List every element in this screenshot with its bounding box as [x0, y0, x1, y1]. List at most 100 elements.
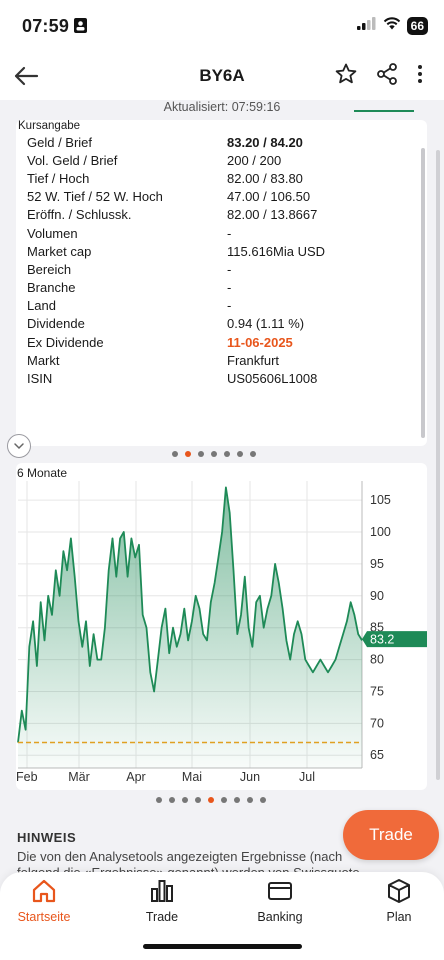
quote-row: Dividende 0.94 (1.11 %): [16, 315, 427, 333]
y-tick-label: 100: [370, 525, 391, 539]
quote-label: Market cap: [27, 243, 92, 259]
chart-card: 6 Monate 65 70 75 80 85 90 95 100 105 Feb Mär Apr Ma…: [16, 463, 427, 790]
price-area: [18, 487, 362, 768]
contact-icon: [74, 18, 87, 38]
signal-icon: [356, 17, 377, 35]
current-value-label: 83.2: [370, 633, 394, 647]
home-indicator: [143, 944, 302, 949]
x-tick-label: Apr: [126, 770, 145, 784]
quote-value: 82.00 / 83.80: [227, 170, 303, 186]
pager-dot[interactable]: [234, 797, 240, 803]
pager-dot[interactable]: [169, 797, 175, 803]
y-tick-label: 70: [370, 716, 384, 730]
disclaimer-title: HINWEIS: [17, 830, 77, 845]
quote-row: 52 W. Tief / 52 W. Hoch 47.00 / 106.50: [16, 188, 427, 206]
quote-row: Volumen -: [16, 224, 427, 242]
quote-value: -: [227, 261, 232, 277]
quote-value: US05606L1008: [227, 371, 318, 387]
quote-label: Ex Dividende: [27, 334, 104, 350]
x-tick-label: Jul: [299, 770, 315, 784]
x-tick-label: Jun: [240, 770, 260, 784]
quote-row: Market cap 115.616Mia USD: [16, 242, 427, 260]
trade-button[interactable]: Trade: [343, 810, 439, 860]
quote-row: Land -: [16, 297, 427, 315]
quote-label: Dividende: [27, 316, 85, 332]
y-tick-label: 105: [370, 493, 391, 507]
quote-table: Geld / Brief 83.20 / 84.20 Vol. Geld / Bri…: [16, 133, 427, 388]
pager-dot[interactable]: [208, 797, 214, 803]
quote-label: Geld / Brief: [27, 134, 93, 150]
quote-row: Vol. Geld / Brief 200 / 200: [16, 151, 427, 169]
tab-label: Trade: [145, 910, 179, 924]
status-bar: 07:59 66: [0, 0, 444, 52]
bar-chart-icon: [151, 880, 173, 902]
battery-indicator: 66: [406, 17, 428, 35]
pager-dot[interactable]: [156, 797, 162, 803]
tab-trade[interactable]: Trade: [122, 878, 202, 924]
quote-row: Geld / Brief 83.20 / 84.20: [16, 133, 427, 151]
pager-dot[interactable]: [247, 797, 253, 803]
card-icon: [268, 882, 292, 900]
quote-row: Branche -: [16, 279, 427, 297]
quote-label: ISIN: [27, 371, 53, 387]
tab-label: Plan: [386, 910, 412, 924]
tab-underline: [354, 110, 414, 112]
quote-label: Markt: [27, 352, 60, 368]
quote-value: -: [227, 280, 232, 296]
price-line: [17, 486, 363, 743]
x-tick-label: Mär: [68, 770, 90, 784]
pager-dot[interactable]: [211, 451, 217, 457]
star-icon[interactable]: [334, 62, 358, 86]
quote-row: Eröffn. / Schlussk. 82.00 / 13.8667: [16, 206, 427, 224]
current-value-marker: [362, 631, 427, 648]
page-scrollbar[interactable]: [436, 150, 440, 780]
quote-label: 52 W. Tief / 52 W. Hoch: [27, 189, 163, 205]
tab-label: Startseite: [17, 910, 71, 924]
card-scrollbar[interactable]: [421, 148, 425, 438]
y-tick-label: 65: [370, 748, 384, 762]
pager-dot[interactable]: [172, 451, 178, 457]
pager-dot[interactable]: [182, 797, 188, 803]
pager-dot[interactable]: [221, 797, 227, 803]
quote-value: -: [227, 225, 232, 241]
quote-value[interactable]: 11-06-2025: [227, 334, 293, 350]
quote-value: 82.00 / 13.8667: [227, 207, 318, 223]
quote-value: 0.94 (1.11 %): [227, 316, 305, 332]
pager-dot[interactable]: [237, 451, 243, 457]
pager-dot[interactable]: [250, 451, 256, 457]
page-title: BY6A: [199, 66, 245, 85]
more-vertical-icon[interactable]: [412, 62, 428, 86]
quote-value: 47.00 / 106.50: [227, 189, 311, 205]
quote-label: Vol. Geld / Brief: [27, 152, 118, 168]
quote-row: Bereich -: [16, 260, 427, 278]
pager-dot[interactable]: [195, 797, 201, 803]
x-tick-label: Mai: [182, 770, 202, 784]
back-arrow-icon[interactable]: [12, 62, 40, 90]
y-tick-label: 90: [370, 589, 384, 603]
quote-label: Volumen: [27, 225, 78, 241]
tab-startseite[interactable]: Startseite: [4, 878, 84, 924]
quote-label: Tief / Hoch: [27, 170, 90, 186]
quote-value: 115.616Mia USD: [227, 243, 326, 259]
pager-dots-bottom[interactable]: [156, 797, 266, 803]
share-icon[interactable]: [376, 62, 398, 86]
pager-dots-top[interactable]: [172, 451, 256, 457]
pager-dot[interactable]: [198, 451, 204, 457]
pager-dot[interactable]: [260, 797, 266, 803]
status-time: 07:59: [22, 16, 70, 36]
quote-label: Branche: [27, 280, 76, 296]
collapse-button[interactable]: [7, 434, 31, 458]
quote-value: 200 / 200: [227, 152, 282, 168]
chevron-down-icon: [14, 443, 24, 450]
tab-banking[interactable]: Banking: [240, 878, 320, 924]
pager-dot[interactable]: [224, 451, 230, 457]
quote-row: Tief / Hoch 82.00 / 83.80: [16, 169, 427, 187]
tab-plan[interactable]: Plan: [359, 878, 439, 924]
pager-dot[interactable]: [185, 451, 191, 457]
quote-value: -: [227, 298, 232, 314]
top-nav: BY6A: [0, 52, 444, 100]
quote-heading: Kursangabe: [18, 120, 81, 132]
quote-label: Eröffn. / Schlussk.: [27, 207, 132, 223]
quote-card: Kursangabe Geld / Brief 83.20 / 84.20 Vol.…: [16, 120, 427, 446]
